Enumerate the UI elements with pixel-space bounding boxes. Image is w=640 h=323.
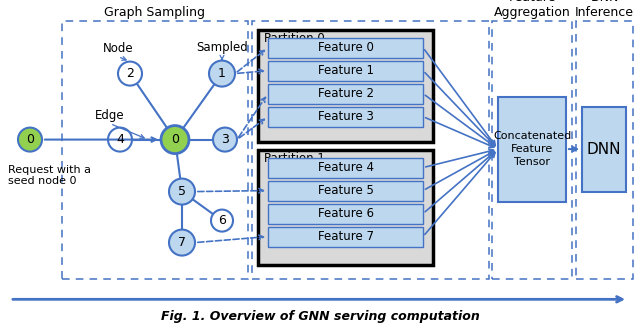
Circle shape bbox=[213, 128, 237, 151]
Text: 1: 1 bbox=[218, 67, 226, 80]
Text: Request with a
seed node 0: Request with a seed node 0 bbox=[8, 165, 91, 186]
Text: 4: 4 bbox=[116, 133, 124, 146]
Text: Feature 1: Feature 1 bbox=[317, 64, 374, 77]
Bar bbox=[492, 21, 572, 278]
Bar bbox=[258, 150, 433, 265]
Text: Feature 6: Feature 6 bbox=[317, 207, 374, 220]
Text: 0: 0 bbox=[171, 133, 179, 146]
Bar bbox=[498, 97, 566, 202]
Circle shape bbox=[169, 230, 195, 255]
Circle shape bbox=[18, 128, 42, 151]
Bar bbox=[268, 226, 423, 246]
Circle shape bbox=[118, 62, 142, 86]
Text: Node: Node bbox=[102, 42, 133, 55]
Text: Graph Sampling: Graph Sampling bbox=[104, 5, 205, 19]
Bar bbox=[62, 21, 248, 278]
Text: Feature 0: Feature 0 bbox=[317, 41, 373, 54]
Text: Feature 2: Feature 2 bbox=[317, 87, 374, 100]
Text: Feature 7: Feature 7 bbox=[317, 230, 374, 243]
Text: 2: 2 bbox=[126, 67, 134, 80]
Bar bbox=[268, 158, 423, 178]
Bar bbox=[252, 21, 489, 278]
Circle shape bbox=[211, 210, 233, 232]
Text: Concatenated
Feature
Tensor: Concatenated Feature Tensor bbox=[493, 131, 571, 167]
Circle shape bbox=[209, 61, 235, 87]
Bar bbox=[258, 30, 433, 141]
Bar bbox=[268, 37, 423, 57]
Bar bbox=[268, 107, 423, 127]
Bar bbox=[268, 84, 423, 104]
Text: DNN
Inference: DNN Inference bbox=[575, 0, 634, 19]
Text: Feature 4: Feature 4 bbox=[317, 161, 374, 174]
Text: 6: 6 bbox=[218, 214, 226, 227]
Bar bbox=[268, 61, 423, 80]
Text: Partition 0: Partition 0 bbox=[264, 32, 324, 45]
Text: 7: 7 bbox=[178, 236, 186, 249]
Bar bbox=[582, 107, 626, 192]
Text: 5: 5 bbox=[178, 185, 186, 198]
Text: DNN: DNN bbox=[587, 141, 621, 157]
Text: Sampled: Sampled bbox=[196, 41, 248, 54]
Circle shape bbox=[161, 126, 189, 153]
Text: Edge: Edge bbox=[95, 109, 125, 121]
Bar bbox=[268, 203, 423, 224]
Text: Feature 5: Feature 5 bbox=[317, 184, 373, 197]
Circle shape bbox=[108, 128, 132, 151]
Bar bbox=[268, 181, 423, 201]
Text: Fig. 1. Overview of GNN serving computation: Fig. 1. Overview of GNN serving computat… bbox=[161, 310, 479, 323]
Text: Feature
Aggregation: Feature Aggregation bbox=[493, 0, 570, 19]
Text: 0: 0 bbox=[26, 133, 34, 146]
Text: Partition 1: Partition 1 bbox=[264, 151, 325, 165]
Circle shape bbox=[169, 179, 195, 204]
Bar bbox=[576, 21, 633, 278]
Text: 3: 3 bbox=[221, 133, 229, 146]
Text: Feature 3: Feature 3 bbox=[317, 110, 373, 123]
